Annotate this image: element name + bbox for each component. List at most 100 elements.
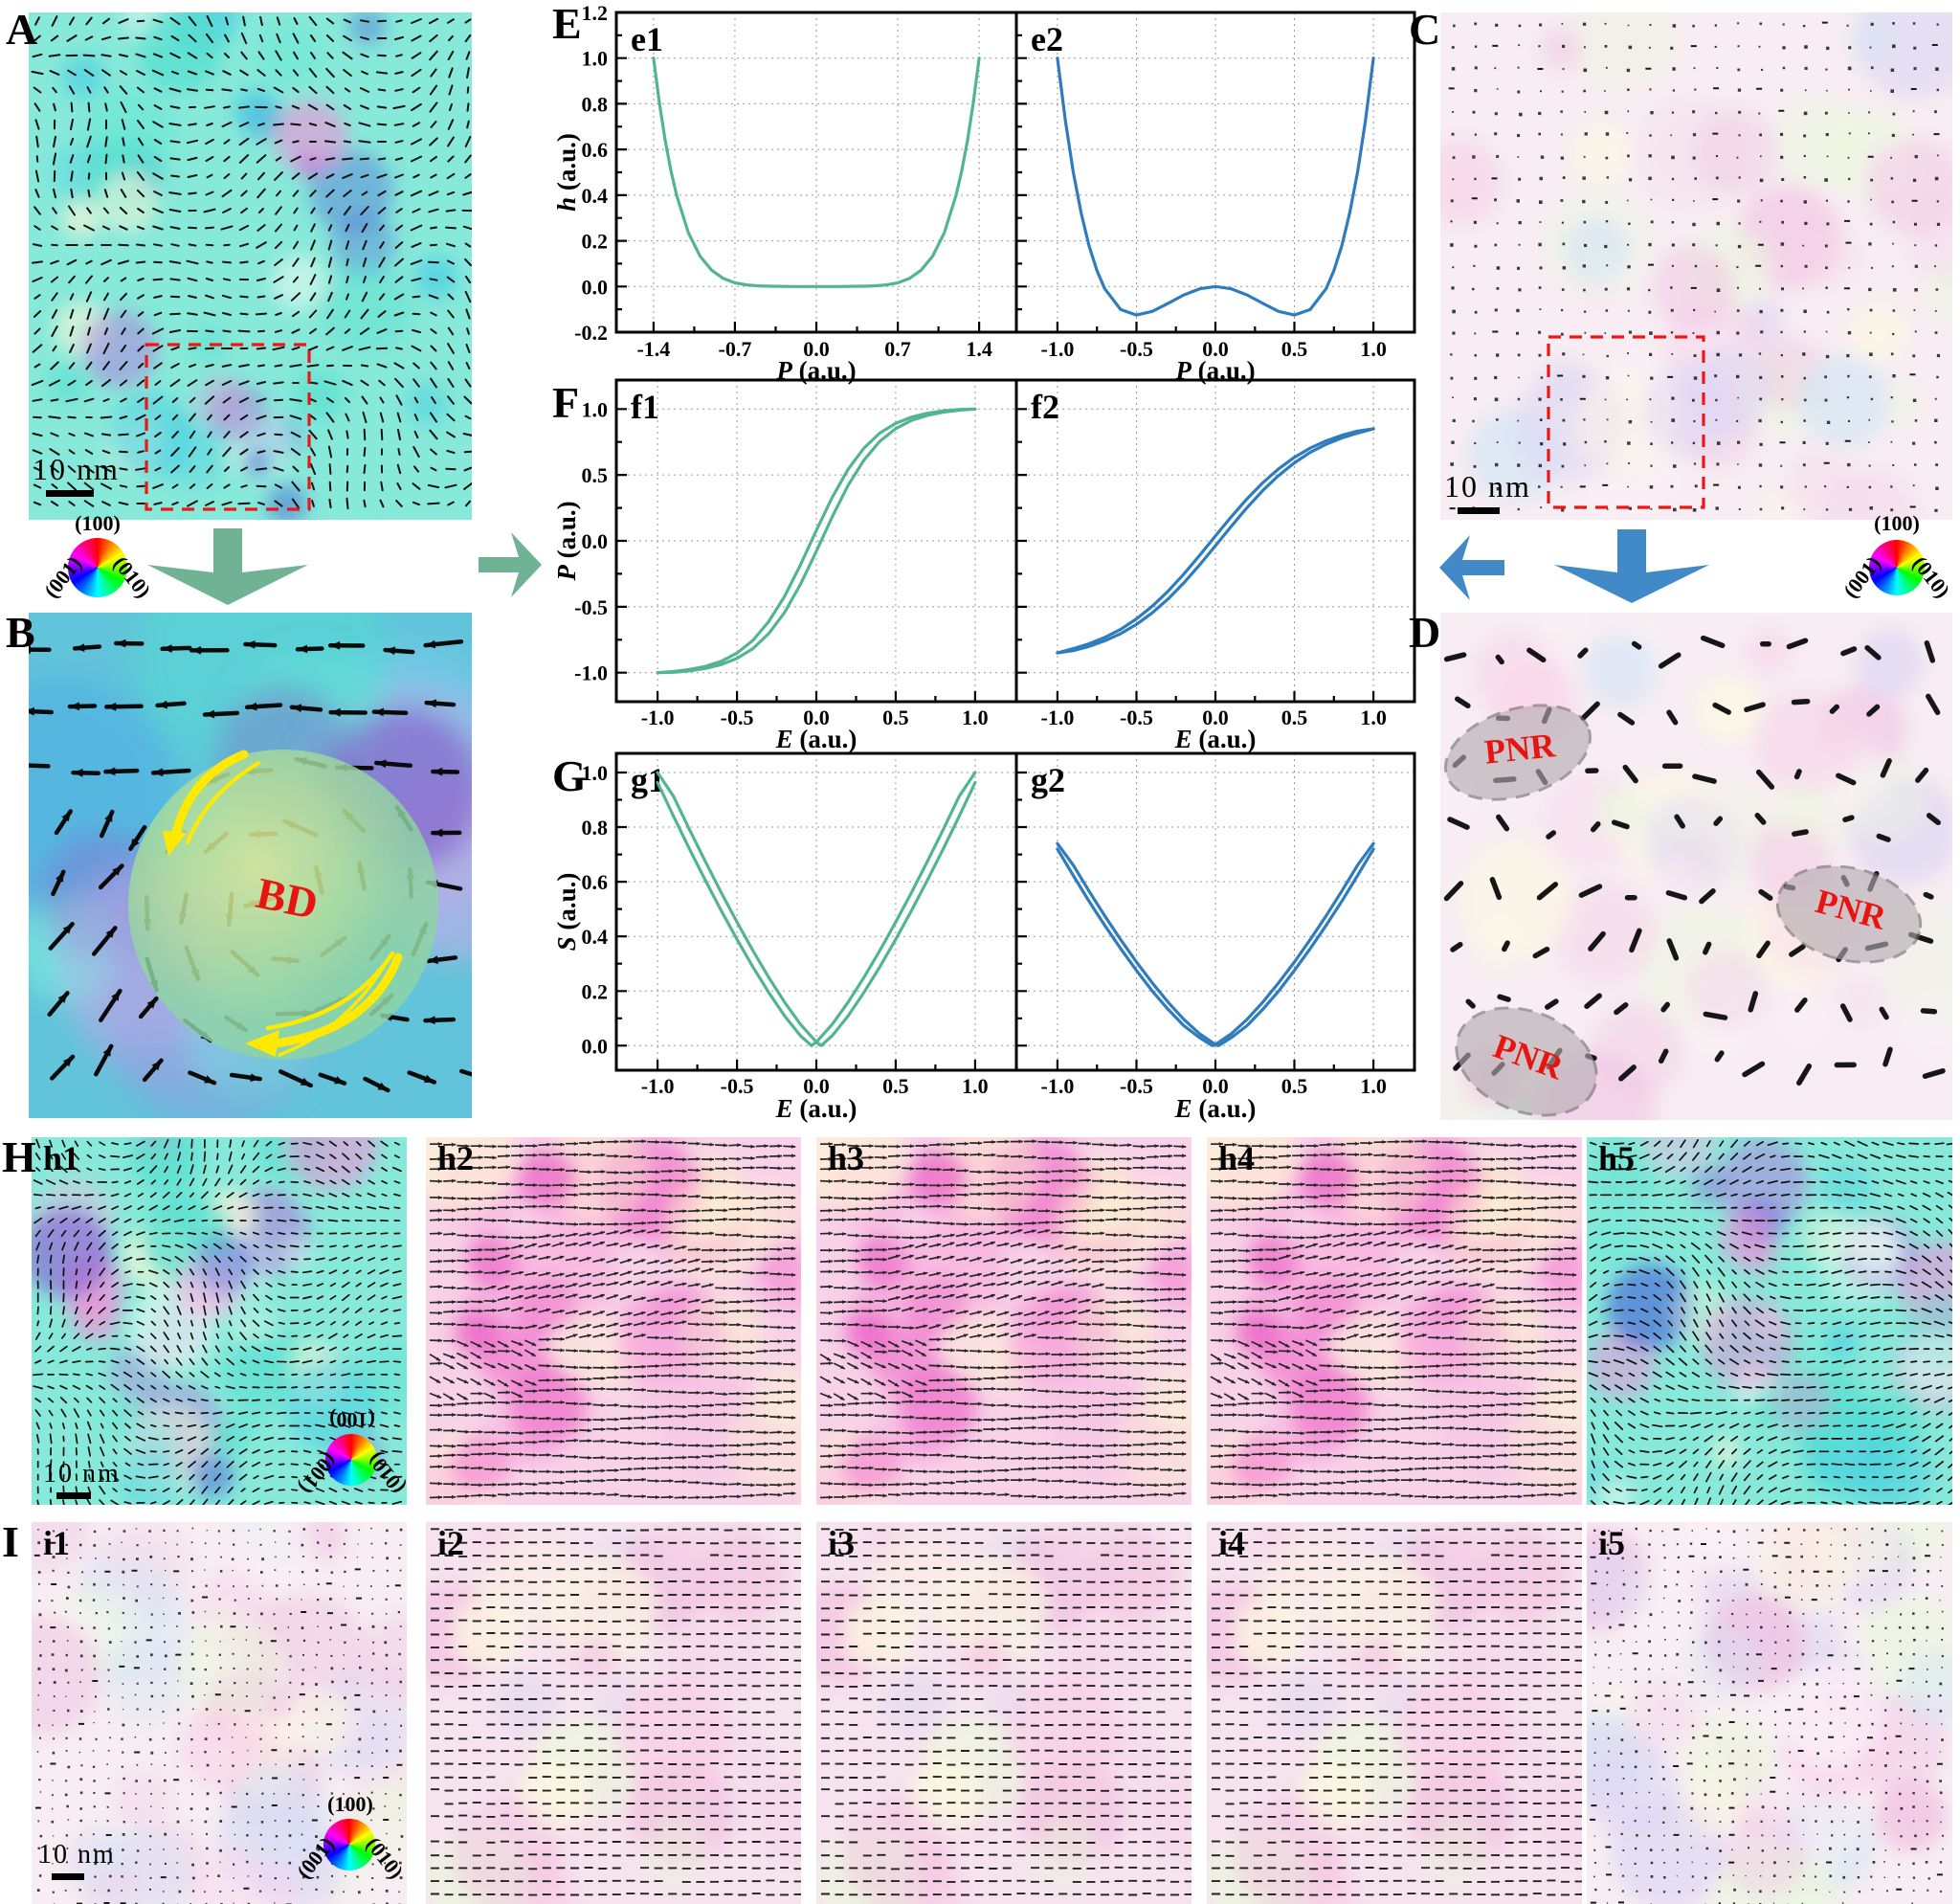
scale-bar-i1-line	[52, 1873, 84, 1880]
svg-text:-0.5: -0.5	[721, 1074, 754, 1098]
svg-text:e2: e2	[1031, 20, 1063, 58]
panel-h3-map	[816, 1137, 1192, 1505]
sublabel-h4: h4	[1218, 1139, 1256, 1177]
svg-text:0.4: 0.4	[582, 925, 609, 949]
sublabel-h3: h3	[828, 1139, 865, 1177]
color-wheel-left: (100) (001) (010)	[39, 511, 156, 620]
svg-text:-0.7: -0.7	[719, 337, 752, 361]
panel-label-f: F	[552, 378, 580, 427]
svg-text:-1.0: -1.0	[574, 661, 608, 685]
svg-text:E (a.u.): E (a.u.)	[775, 1094, 858, 1123]
svg-text:E (a.u.): E (a.u.)	[775, 725, 858, 753]
svg-text:1.0: 1.0	[962, 1074, 989, 1098]
panel-b-bubble-domain-zoom	[29, 613, 472, 1118]
svg-text:1.0: 1.0	[582, 397, 609, 421]
panel-label-d: D	[1409, 608, 1441, 657]
panel-d-pnr-zoom	[1440, 613, 1952, 1120]
svg-text:-1.0: -1.0	[1041, 1074, 1075, 1098]
svg-text:-0.5: -0.5	[574, 595, 608, 619]
scale-bar-a: 10 nm	[33, 452, 120, 497]
sublabel-i2: i2	[437, 1524, 465, 1562]
wheel-label-100: (100)	[329, 1408, 375, 1432]
panel-label-b: B	[6, 608, 35, 657]
scale-bar-i1-text: 10 nm	[38, 1840, 116, 1870]
sublabel-i1: i1	[43, 1524, 71, 1562]
sublabel-h1: h1	[43, 1139, 80, 1177]
svg-text:1.0: 1.0	[1360, 337, 1387, 361]
panel-label-i: I	[2, 1517, 19, 1566]
svg-text:0.0: 0.0	[582, 275, 609, 299]
chart-row-strain-butterfly: -1.0 -0.5 0.0 0.5 1.0 0.0 0.2 0.4 0.6 0.8 1.0 E (a.…	[550, 745, 1436, 1130]
scale-bar-c-line	[1458, 507, 1500, 514]
orientation-color-wheel	[323, 1819, 375, 1870]
orientation-color-wheel	[68, 538, 127, 597]
svg-text:-0.2: -0.2	[574, 321, 608, 345]
svg-text:0.8: 0.8	[582, 816, 609, 840]
svg-text:E (a.u.): E (a.u.)	[1174, 725, 1257, 753]
svg-text:1.0: 1.0	[582, 47, 609, 71]
panel-h2-map	[426, 1137, 801, 1505]
panel-i2-map	[426, 1522, 801, 1904]
svg-text:0.5: 0.5	[1281, 337, 1308, 361]
svg-text:-1.0: -1.0	[641, 1074, 675, 1098]
pnr-label-1: PNR	[1482, 726, 1557, 772]
svg-text:-1.0: -1.0	[641, 706, 675, 729]
svg-text:S (a.u.): S (a.u.)	[552, 873, 581, 952]
scale-bar-h1: 10 nm	[43, 1459, 121, 1499]
scale-bar-h1-text: 10 nm	[43, 1459, 121, 1489]
svg-text:f2: f2	[1031, 388, 1059, 426]
svg-text:0.0: 0.0	[1202, 1074, 1229, 1098]
wheel-label-010: (010)	[1908, 551, 1956, 603]
scale-bar-h1-line	[56, 1492, 91, 1499]
svg-text:E (a.u.): E (a.u.)	[1174, 1094, 1257, 1123]
svg-text:g2: g2	[1031, 761, 1065, 799]
svg-text:1.4: 1.4	[966, 337, 991, 361]
color-wheel-h1: (100) (001) (010)	[295, 1408, 411, 1516]
svg-text:0.6: 0.6	[582, 870, 609, 894]
svg-text:-0.5: -0.5	[1120, 1074, 1153, 1098]
panel-label-c: C	[1409, 5, 1441, 54]
panel-i4-map	[1207, 1522, 1582, 1904]
svg-text:0.5: 0.5	[582, 463, 609, 487]
svg-text:-0.5: -0.5	[1120, 706, 1153, 729]
svg-text:0.2: 0.2	[582, 230, 609, 254]
wheel-label-100: (100)	[75, 511, 121, 535]
svg-text:0.5: 0.5	[882, 706, 909, 729]
svg-text:0.0: 0.0	[1202, 337, 1229, 361]
wheel-label-010: (010)	[109, 551, 157, 603]
svg-text:-1.0: -1.0	[1041, 706, 1075, 729]
sublabel-i3: i3	[828, 1524, 856, 1562]
svg-text:-0.5: -0.5	[721, 706, 754, 729]
svg-text:1.0: 1.0	[1360, 1074, 1387, 1098]
svg-text:1.0: 1.0	[582, 761, 609, 785]
chart-row-free-energy: -1.4 -0.7 0.0 0.7 1.4 -0.2 0.0 0.2 0.4 0.6 0.8 1.0 1…	[550, 0, 1436, 385]
panel-label-h: H	[2, 1132, 36, 1181]
svg-text:0.2: 0.2	[582, 979, 609, 1003]
svg-text:h (a.u.): h (a.u.)	[552, 133, 581, 212]
sublabel-i5: i5	[1598, 1524, 1626, 1562]
panel-c-polarization-map	[1440, 12, 1952, 520]
svg-text:0.0: 0.0	[582, 1034, 609, 1058]
svg-text:1.2: 1.2	[582, 1, 609, 25]
panel-i3-map	[816, 1522, 1192, 1904]
panel-i5-map	[1587, 1522, 1952, 1904]
svg-text:-1.0: -1.0	[1041, 337, 1075, 361]
panel-a-polarization-map	[29, 12, 472, 520]
svg-text:1.0: 1.0	[962, 706, 989, 729]
wheel-label-100: (100)	[1874, 511, 1920, 535]
scale-bar-c: 10 nm	[1444, 469, 1531, 514]
svg-text:-0.5: -0.5	[1120, 337, 1153, 361]
svg-text:-1.4: -1.4	[636, 337, 670, 361]
panel-h1-map	[32, 1137, 407, 1505]
scale-bar-i1: 10 nm	[38, 1840, 116, 1880]
sublabel-i4: i4	[1218, 1524, 1246, 1562]
svg-text:0.7: 0.7	[884, 337, 911, 361]
sublabel-h5: h5	[1598, 1139, 1636, 1177]
svg-text:0.6: 0.6	[582, 138, 609, 162]
svg-text:0.0: 0.0	[803, 337, 830, 361]
sublabel-h2: h2	[437, 1139, 475, 1177]
svg-text:0.5: 0.5	[1281, 706, 1308, 729]
scale-bar-c-text: 10 nm	[1444, 469, 1531, 504]
panel-label-a: A	[6, 5, 38, 54]
